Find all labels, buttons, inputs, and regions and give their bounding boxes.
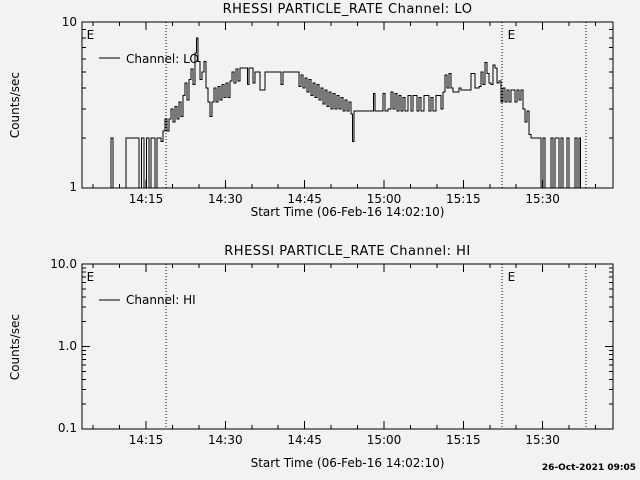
svg-text:14:15: 14:15: [129, 433, 164, 447]
svg-text:15:00: 15:00: [367, 192, 402, 206]
svg-text:15:00: 15:00: [367, 433, 402, 447]
panel-lo-legend-label: Channel: LO: [126, 52, 199, 66]
panel-lo-ytick-10: 10: [61, 15, 77, 29]
panel-hi-ytick-10: 10.0: [50, 257, 77, 271]
svg-text:E: E: [87, 28, 95, 42]
panel-hi-ytick-1: 1.0: [57, 339, 77, 353]
panel-hi-ylabel: Counts/sec: [8, 314, 22, 381]
svg-text:14:30: 14:30: [208, 192, 243, 206]
svg-text:15:15: 15:15: [446, 192, 481, 206]
panel-lo-ytick-1: 1: [69, 180, 77, 194]
panel-lo-title: RHESSI PARTICLE_RATE Channel: LO: [222, 2, 473, 17]
creation-timestamp: 26-Oct-2021 09:05: [541, 463, 636, 473]
svg-text:14:15: 14:15: [129, 192, 164, 206]
panel-hi-legend-label: Channel: HI: [126, 293, 196, 307]
panel-hi-xlabel: Start Time (06-Feb-16 14:02:10): [250, 456, 445, 470]
svg-text:14:30: 14:30: [208, 433, 243, 447]
panel-lo-ylabel: Counts/sec: [8, 72, 22, 139]
svg-text:15:30: 15:30: [525, 433, 560, 447]
svg-text:15:30: 15:30: [525, 192, 560, 206]
panel-lo-xlabel: Start Time (06-Feb-16 14:02:10): [250, 205, 445, 219]
svg-text:E: E: [87, 270, 95, 284]
svg-text:15:15: 15:15: [446, 433, 481, 447]
panel-hi-ytick-01: 0.1: [57, 421, 77, 435]
svg-text:14:45: 14:45: [287, 192, 322, 206]
svg-text:E: E: [508, 28, 516, 42]
svg-text:14:45: 14:45: [287, 433, 322, 447]
panel-hi-title: RHESSI PARTICLE_RATE Channel: HI: [224, 244, 471, 259]
svg-text:E: E: [508, 270, 516, 284]
